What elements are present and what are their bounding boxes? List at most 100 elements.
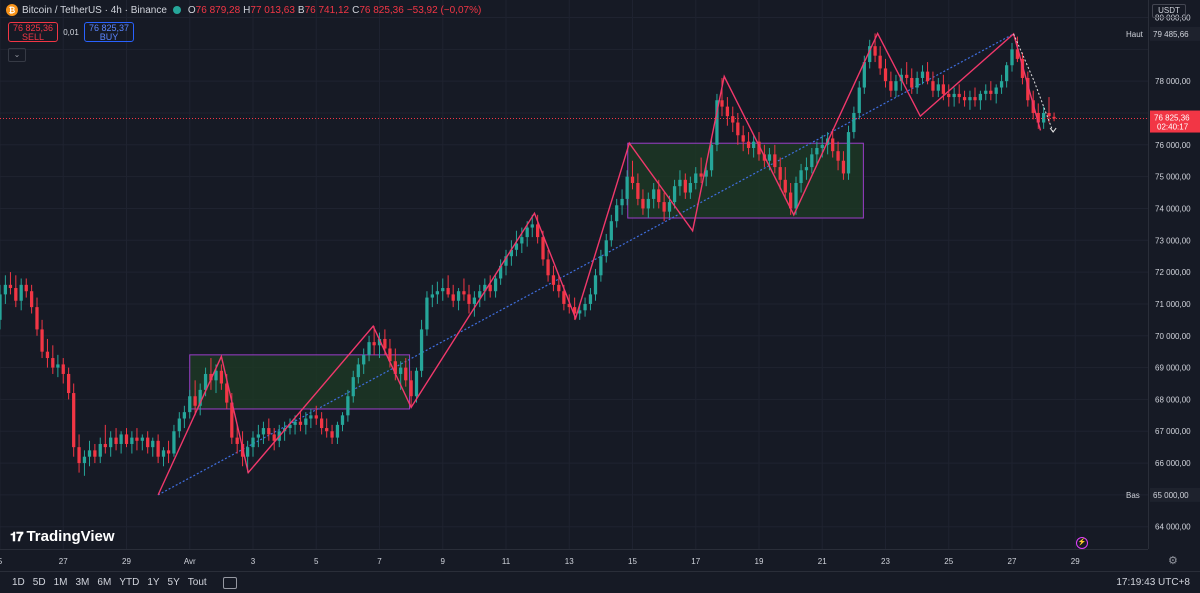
buy-button[interactable]: 76 825,37 BUY xyxy=(84,22,134,42)
candle xyxy=(388,348,392,362)
candle xyxy=(962,97,967,101)
ohlc-low-key: B xyxy=(297,4,305,16)
time-tick-label: 5 xyxy=(0,557,3,566)
sell-price: 76 825,36 xyxy=(12,23,54,33)
tradingview-logo[interactable]: 𝟏𝟕 TradingView xyxy=(10,528,115,545)
price-tick-label: 69 000,00 xyxy=(1155,364,1191,373)
chart-settings-icon[interactable]: ⚙ xyxy=(1168,555,1178,567)
candle xyxy=(51,358,55,368)
candle xyxy=(678,179,682,187)
bitcoin-icon: ₿ xyxy=(6,4,18,16)
timeframe-1y[interactable]: 1Y xyxy=(147,577,160,588)
candle xyxy=(578,310,582,314)
candle xyxy=(35,307,39,330)
candle xyxy=(367,342,371,355)
candle xyxy=(172,431,176,454)
candle xyxy=(593,275,598,295)
candle xyxy=(214,370,218,381)
candle xyxy=(915,77,919,88)
candle xyxy=(372,342,376,346)
candle xyxy=(910,77,914,88)
candle xyxy=(498,265,503,279)
candle xyxy=(667,202,672,212)
candle xyxy=(124,434,129,444)
candle xyxy=(29,291,34,308)
candle xyxy=(894,81,898,91)
candle xyxy=(346,396,350,416)
candle xyxy=(572,307,577,314)
candle xyxy=(151,440,155,448)
candle xyxy=(356,364,360,378)
candle xyxy=(114,437,118,444)
price-tick-label: 75 000,00 xyxy=(1155,173,1191,182)
time-scale[interactable]: 5 27 29 Avr 3 5 7 9 11 13 15 17 19 21 23 25 27 29 xyxy=(0,549,1148,571)
candle xyxy=(741,135,745,142)
candle xyxy=(309,415,313,419)
price-scale[interactable]: 64 000,00 66 000,00 67 000,00 68 000,00 69 0… xyxy=(1148,0,1200,549)
timeframe-1m[interactable]: 1M xyxy=(53,577,68,588)
candle xyxy=(430,294,434,298)
last-price-tag xyxy=(1150,110,1200,133)
candle xyxy=(425,297,429,330)
candle xyxy=(984,90,988,94)
candle xyxy=(978,93,983,101)
candle xyxy=(509,249,514,257)
candle xyxy=(456,291,461,301)
candle xyxy=(746,141,751,148)
candle xyxy=(14,288,18,301)
candle xyxy=(188,396,192,413)
candle xyxy=(599,256,603,276)
price-tick-label: 72 000,00 xyxy=(1155,268,1191,277)
candle xyxy=(351,377,355,397)
candle xyxy=(878,55,882,69)
timeframe-5d[interactable]: 5D xyxy=(32,577,46,588)
candle xyxy=(45,351,50,359)
timeframe-1d[interactable]: 1D xyxy=(12,577,25,588)
collapse-legend-button[interactable]: ⌄ xyxy=(8,48,26,62)
symbol-title[interactable]: Bitcoin / TetherUS · 4h · Binance xyxy=(22,4,167,16)
price-tick-label: 71 000,00 xyxy=(1155,300,1191,309)
candle xyxy=(472,297,477,304)
price-marker-bg xyxy=(1150,487,1200,502)
time-tick-label: 5 xyxy=(314,557,319,566)
candle xyxy=(883,68,888,82)
trade-panel: 76 825,36 SELL 0,01 76 825,37 BUY xyxy=(8,22,134,42)
timeframe-3m[interactable]: 3M xyxy=(75,577,90,588)
candle xyxy=(541,237,545,260)
candle xyxy=(583,303,587,311)
candle xyxy=(731,116,735,123)
lightning-icon[interactable]: ⚡ xyxy=(1076,537,1088,549)
candle xyxy=(1026,77,1030,101)
candle xyxy=(757,141,761,155)
candle xyxy=(804,167,809,171)
clock[interactable]: 17:19:43 UTC+8 xyxy=(1116,577,1190,588)
candle xyxy=(193,396,197,406)
timeframe-ytd[interactable]: YTD xyxy=(119,577,140,588)
candle xyxy=(314,415,318,419)
candle xyxy=(720,100,724,107)
price-marker-value: 79 485,66 xyxy=(1153,30,1189,39)
currency-selector[interactable]: USDT xyxy=(1152,4,1186,18)
candle xyxy=(683,179,687,193)
candle xyxy=(941,84,946,94)
price-marker-value: 65 000,00 xyxy=(1153,491,1189,500)
candle xyxy=(66,373,71,394)
candlestick-chart[interactable]: Haut Bas xyxy=(0,0,1148,549)
candle xyxy=(298,421,303,425)
candle xyxy=(1036,112,1040,123)
candle xyxy=(103,443,107,448)
timeframe-all[interactable]: Tout xyxy=(187,577,207,588)
candle xyxy=(699,173,703,177)
candle xyxy=(230,402,234,438)
candle xyxy=(3,284,8,295)
candle xyxy=(873,46,877,56)
timeframe-6m[interactable]: 6M xyxy=(97,577,112,588)
chart-area[interactable]: Haut Bas ₿ Bitcoin / TetherUS · 4h · Bina… xyxy=(0,0,1148,549)
timeframe-5y[interactable]: 5Y xyxy=(167,577,180,588)
candle xyxy=(1010,49,1014,66)
candle xyxy=(82,456,87,464)
candle xyxy=(620,198,624,206)
date-range-icon[interactable] xyxy=(222,576,237,589)
sell-button[interactable]: 76 825,36 SELL xyxy=(8,22,58,42)
time-tick-label: 11 xyxy=(502,557,511,566)
